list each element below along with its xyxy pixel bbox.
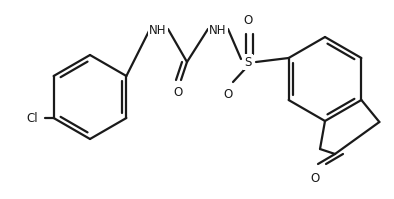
Text: O: O: [223, 88, 232, 100]
Text: NH: NH: [209, 23, 227, 36]
Text: Cl: Cl: [26, 111, 37, 125]
Text: NH: NH: [149, 23, 167, 36]
Text: O: O: [310, 173, 320, 185]
Text: S: S: [244, 56, 252, 68]
Text: O: O: [243, 15, 253, 27]
Text: O: O: [173, 86, 183, 99]
